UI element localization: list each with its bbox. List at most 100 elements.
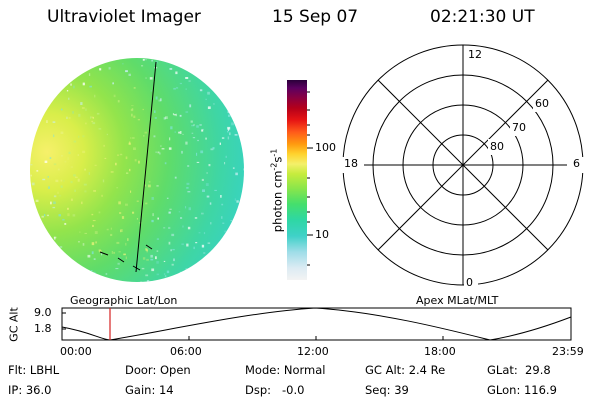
disk-speckle xyxy=(163,227,166,229)
disk-speckle xyxy=(74,189,76,192)
disk-speckle xyxy=(196,152,198,156)
disk-speckle xyxy=(186,243,189,247)
disk-speckle xyxy=(137,119,140,121)
disk-speckle xyxy=(30,164,33,166)
disk-speckle xyxy=(44,214,46,217)
disk-speckle xyxy=(30,174,32,177)
earth-disk-image xyxy=(30,58,244,282)
disk-speckle xyxy=(169,137,171,141)
disk-speckle xyxy=(206,172,208,174)
disk-speckle xyxy=(77,178,80,182)
disk-speckle xyxy=(157,217,159,220)
disk-speckle xyxy=(145,248,148,251)
apex-coord-label: Apex MLat/MLT xyxy=(416,294,499,307)
disk-speckle xyxy=(89,85,92,88)
disk-speckle xyxy=(104,157,107,159)
disk-speckle xyxy=(68,97,70,100)
disk-speckle xyxy=(108,67,111,70)
disk-speckle xyxy=(70,198,73,201)
polar-blank xyxy=(340,48,587,289)
disk-speckle xyxy=(210,148,214,151)
disk-speckle xyxy=(130,137,132,139)
disk-speckle xyxy=(113,251,115,254)
disk-speckle xyxy=(73,174,76,177)
disk-speckle xyxy=(205,183,209,186)
disk-speckle xyxy=(154,110,156,113)
disk-speckle xyxy=(91,251,94,255)
disk-speckle xyxy=(227,136,230,140)
disk-speckle xyxy=(61,108,63,111)
disk-speckle xyxy=(171,263,174,266)
disk-speckle xyxy=(73,140,77,143)
disk-speckle xyxy=(120,153,122,155)
disk-speckle xyxy=(127,238,129,241)
disk-speckle xyxy=(176,87,179,89)
disk-speckle xyxy=(119,212,122,214)
disk-speckle xyxy=(59,246,63,248)
altitude-xtick-0600: 06:00 xyxy=(170,345,202,358)
mlat-label-60: 60 xyxy=(535,97,549,110)
disk-speckle xyxy=(214,189,217,191)
disk-speckle xyxy=(132,137,135,139)
time-label: 02:21:30 UT xyxy=(430,7,535,27)
disk-speckle xyxy=(83,183,87,186)
disk-speckle xyxy=(151,197,154,200)
disk-speckle xyxy=(132,211,135,214)
disk-speckle xyxy=(129,141,131,145)
disk-speckle xyxy=(53,236,57,239)
disk-speckle xyxy=(225,155,227,158)
disk-speckle xyxy=(66,116,68,119)
disk-speckle xyxy=(53,134,55,138)
disk-speckle xyxy=(146,280,150,282)
disk-speckle xyxy=(117,262,120,265)
disk-speckle xyxy=(174,176,177,179)
disk-speckle xyxy=(163,117,166,120)
mlt-label-18: 18 xyxy=(344,157,358,170)
disk-speckle xyxy=(136,218,138,220)
disk-speckle xyxy=(52,121,56,123)
disk-speckle xyxy=(199,124,202,126)
disk-speckle xyxy=(145,249,148,251)
colorbar-unit-label: photon cm-2s-1 xyxy=(270,110,285,270)
disk-speckle xyxy=(185,141,188,145)
unit-exp2: -1 xyxy=(269,148,279,157)
disk-speckle xyxy=(145,202,148,205)
disk-speckle xyxy=(128,73,131,76)
disk-speckle xyxy=(158,99,161,102)
disk-speckle xyxy=(209,202,212,205)
disk-speckle xyxy=(122,63,124,65)
disk-speckle xyxy=(115,268,119,270)
diag-line-2 xyxy=(377,79,549,251)
altitude-xtick-1200: 12:00 xyxy=(297,345,329,358)
disk-speckle xyxy=(156,273,160,276)
disk-speckle xyxy=(227,110,231,114)
disk-speckle xyxy=(172,249,175,251)
disk-speckle xyxy=(74,176,78,178)
disk-speckle xyxy=(156,238,159,240)
disk-speckle xyxy=(221,203,224,206)
disk-speckle xyxy=(94,94,96,98)
disk-speckle xyxy=(113,94,116,98)
disk-speckle xyxy=(57,168,60,171)
disk-speckle xyxy=(120,229,123,232)
disk-speckle xyxy=(206,195,210,198)
disk-speckle xyxy=(190,120,193,123)
disk-speckle xyxy=(79,231,81,233)
disk-speckle xyxy=(129,168,131,172)
disk-speckle xyxy=(117,100,120,103)
disk-speckle xyxy=(119,154,123,156)
altitude-xtick-2359: 23:59 xyxy=(552,345,584,358)
disk-speckle xyxy=(156,250,159,252)
info-gc-alt: GC Alt: 2.4 Re xyxy=(365,363,446,377)
disk-speckle xyxy=(227,126,231,130)
disk-speckle xyxy=(73,85,75,89)
disk-speckle xyxy=(181,150,183,154)
disk-speckle xyxy=(159,152,161,155)
disk-speckle xyxy=(191,132,194,134)
disk-speckle xyxy=(110,171,114,173)
disk-speckle xyxy=(170,249,172,252)
disk-speckle xyxy=(36,170,39,172)
disk-speckle xyxy=(123,253,126,256)
disk-speckle xyxy=(187,191,191,193)
disk-speckle xyxy=(140,281,143,282)
